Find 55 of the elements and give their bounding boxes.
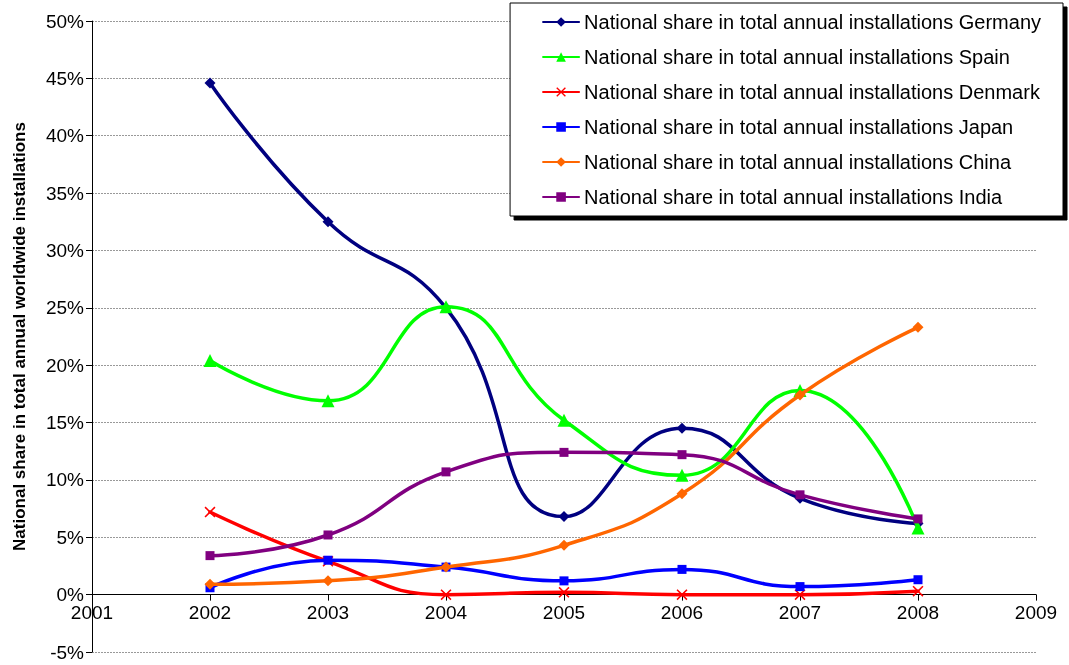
point (558, 539, 570, 551)
legend-label: National share in total annual installations Denmark (584, 81, 1041, 103)
point (204, 506, 216, 518)
point (322, 216, 334, 228)
y-tick-label: 20% (45, 354, 85, 376)
point (440, 589, 452, 601)
y-tick-label: 50% (45, 10, 85, 32)
x-tick-label: 2006 (660, 601, 704, 623)
x-tick-label: 2009 (1014, 601, 1058, 623)
point (913, 514, 923, 524)
point (795, 490, 805, 500)
point (441, 467, 451, 477)
y-tick-label: 35% (45, 182, 85, 204)
point (913, 575, 923, 585)
point (559, 447, 569, 457)
x-tick-label: 2005 (542, 601, 586, 623)
legend-label: National share in total annual installations Japan (584, 116, 1014, 138)
legend-label: National share in total annual installations China (584, 151, 1012, 173)
point (675, 468, 689, 482)
x-tick-label: 2002 (188, 601, 232, 623)
y-tick-label: 45% (45, 67, 85, 89)
x-tick-label: 2008 (896, 601, 940, 623)
legend-label: National share in total annual installations Spain (584, 46, 1010, 68)
point (912, 321, 924, 333)
point (794, 389, 806, 401)
x-tick-label: 2007 (778, 601, 822, 623)
point (911, 521, 925, 535)
legend-label: National share in total annual installations Germany (584, 11, 1042, 33)
point (795, 582, 805, 592)
y-tick-label: 30% (45, 239, 85, 261)
point (677, 564, 687, 574)
point (203, 354, 217, 368)
x-tick-label: 2003 (306, 601, 350, 623)
legend-label: National share in total annual installations India (584, 186, 1003, 208)
x-tick-label: 2004 (424, 601, 468, 623)
y-axis-title: National share in total annual worldwide installations (10, 122, 29, 551)
point (912, 585, 924, 597)
point (677, 450, 687, 460)
y-tick-label: 5% (56, 526, 85, 548)
point (557, 413, 571, 427)
y-tick-label: 0% (56, 584, 85, 606)
point (676, 589, 688, 601)
point (558, 586, 570, 598)
y-tick-label: -5% (50, 641, 85, 663)
y-tick-label: 25% (45, 297, 85, 319)
point (323, 530, 333, 540)
y-tick-label: 10% (45, 469, 85, 491)
point (204, 77, 216, 89)
point (676, 488, 688, 500)
point (321, 394, 335, 408)
point (559, 576, 569, 586)
point (322, 575, 334, 587)
y-tick-label: 15% (45, 412, 85, 434)
y-tick-label: 40% (45, 125, 85, 147)
point (205, 551, 215, 561)
